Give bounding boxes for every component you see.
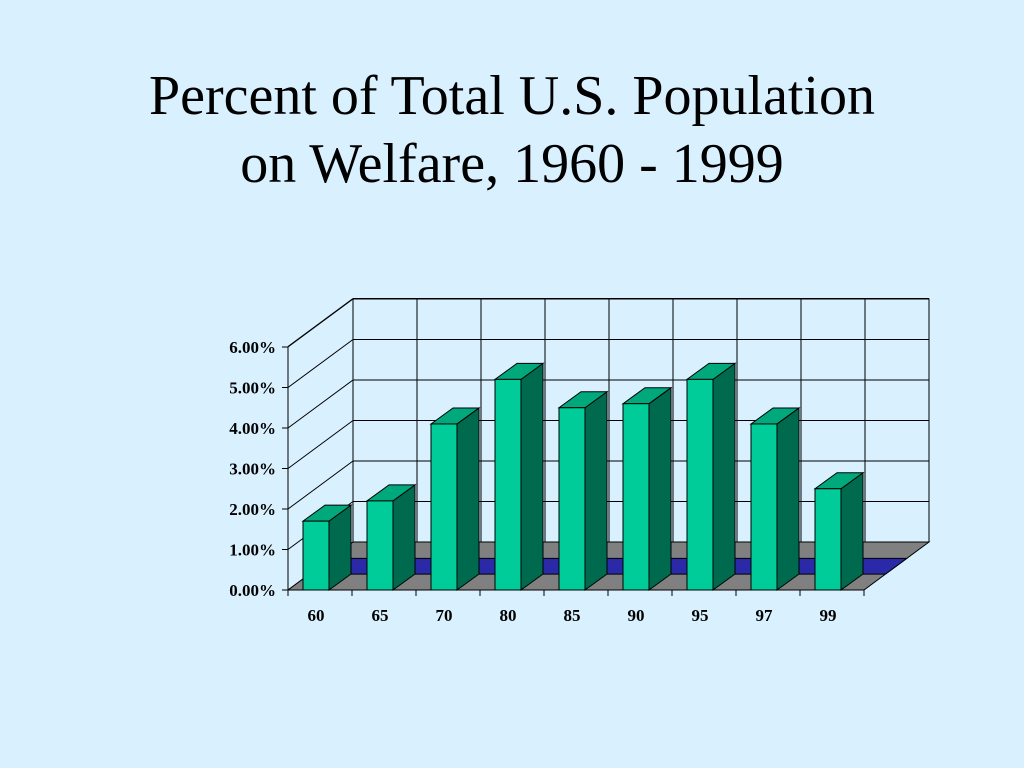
- bar-front: [430, 423, 458, 591]
- bar-side: [456, 406, 480, 591]
- bar-90: [621, 386, 673, 591]
- y-tick-label: 6.00%: [229, 338, 276, 357]
- bar-80: [493, 362, 545, 591]
- x-tick-label: 85: [564, 606, 581, 625]
- gridline-side: [287, 379, 354, 429]
- x-tick-label: 60: [308, 606, 325, 625]
- bar-97: [749, 406, 801, 591]
- title-line-1: Percent of Total U.S. Population: [148, 65, 876, 127]
- bar-front: [750, 423, 778, 591]
- bar-85: [557, 390, 609, 591]
- x-tick-label: 95: [692, 606, 709, 625]
- bar-65: [365, 483, 417, 591]
- chart-axes: [282, 346, 865, 596]
- bar-side: [584, 390, 608, 591]
- y-tick-label: 0.00%: [229, 581, 276, 600]
- bar-side: [648, 386, 672, 591]
- y-tick-label: 3.00%: [229, 460, 276, 479]
- bar-front: [622, 403, 650, 591]
- bar-60: [301, 504, 353, 591]
- y-tick-label: 1.00%: [229, 541, 276, 560]
- x-tick-label: 97: [756, 606, 774, 625]
- x-tick-label: 99: [820, 606, 837, 625]
- x-tick-label: 65: [372, 606, 389, 625]
- x-tick-label: 70: [436, 606, 453, 625]
- gridline-side: [287, 460, 354, 510]
- bar-front: [686, 378, 714, 591]
- x-tick-label: 90: [628, 606, 645, 625]
- title-line-2: on Welfare, 1960 - 1999: [240, 133, 784, 195]
- bar-side: [520, 362, 544, 591]
- y-tick-label: 2.00%: [229, 500, 276, 519]
- bar-front: [494, 378, 522, 591]
- bar-front: [814, 488, 842, 591]
- page-title: Percent of Total U.S. Population on Welf…: [0, 62, 1024, 198]
- bar-99: [813, 471, 865, 591]
- y-tick-label: 4.00%: [229, 419, 276, 438]
- bar-front: [302, 520, 330, 591]
- y-tick-label: 5.00%: [229, 379, 276, 398]
- bar-70: [429, 406, 481, 591]
- gridline-side: [287, 339, 354, 388]
- chart-bars: [301, 362, 865, 591]
- bar-side: [840, 471, 864, 591]
- bar-side: [392, 483, 416, 591]
- bar-95: [685, 362, 737, 591]
- bar-side: [776, 406, 800, 591]
- gridline-side-top: [287, 298, 354, 347]
- bar-front: [366, 500, 394, 591]
- x-tick-label: 80: [500, 606, 517, 625]
- chart-labels: 0.00% 1.00% 2.00% 3.00% 4.00% 5.00% 6.00% 60 65 7…: [229, 338, 836, 625]
- bar-front: [558, 407, 586, 591]
- bar-side: [712, 362, 736, 591]
- gridline-side: [287, 420, 354, 469]
